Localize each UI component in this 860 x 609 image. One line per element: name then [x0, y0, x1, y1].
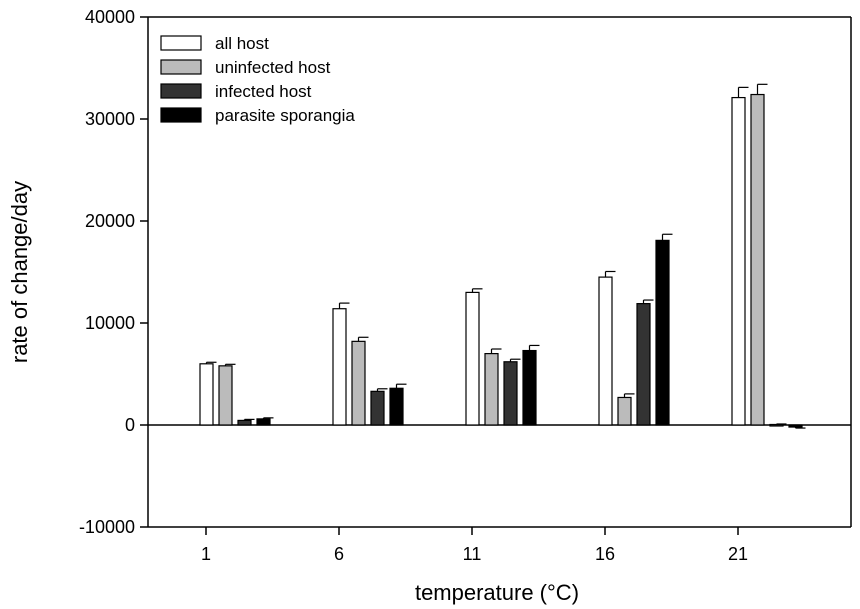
y-tick-label: 0 — [125, 415, 135, 435]
bar-parasite-sporangia — [256, 418, 271, 426]
y-tick-label: -10000 — [79, 517, 135, 537]
bar-uninfected-host — [617, 396, 632, 426]
y-axis-label: rate of change/day — [7, 181, 32, 363]
legend-swatch — [160, 107, 202, 123]
legend-label: infected host — [215, 82, 312, 101]
bar-all-host — [465, 291, 480, 426]
bar-parasite-sporangia — [389, 387, 404, 426]
legend-swatch — [160, 59, 202, 75]
bar-uninfected-host — [750, 93, 765, 426]
bar-all-host — [598, 276, 613, 426]
bar-parasite-sporangia — [522, 349, 537, 426]
bar-parasite-sporangia — [788, 424, 803, 428]
y-tick-label: 10000 — [85, 313, 135, 333]
legend-swatch — [160, 83, 202, 99]
bar-all-host — [199, 363, 214, 426]
bar-infected-host — [503, 361, 518, 426]
x-axis-label: temperature (°C) — [415, 580, 579, 605]
bar-infected-host — [237, 419, 252, 426]
bar-uninfected-host — [351, 340, 366, 426]
x-tick-label: 21 — [728, 544, 748, 564]
y-tick-label: 40000 — [85, 7, 135, 27]
bar-all-host — [731, 96, 746, 426]
chart-bars — [199, 83, 806, 429]
bar-uninfected-host — [484, 353, 499, 426]
bar-parasite-sporangia — [655, 239, 670, 426]
bar-infected-host — [636, 303, 651, 426]
legend-label: parasite sporangia — [215, 106, 355, 125]
bar-uninfected-host — [218, 365, 233, 426]
bar-infected-host — [370, 390, 385, 426]
y-tick-label: 20000 — [85, 211, 135, 231]
chart-legend: all host uninfected host infected host para… — [160, 34, 355, 125]
legend-swatch — [160, 35, 202, 51]
y-tick-label: 30000 — [85, 109, 135, 129]
x-tick-label: 1 — [201, 544, 211, 564]
bar-infected-host — [769, 423, 784, 427]
x-tick-label: 16 — [595, 544, 615, 564]
legend-label: all host — [215, 34, 269, 53]
x-tick-label: 6 — [334, 544, 344, 564]
x-tick-label: 11 — [463, 544, 482, 564]
legend-label: uninfected host — [215, 58, 331, 77]
bar-all-host — [332, 308, 347, 426]
